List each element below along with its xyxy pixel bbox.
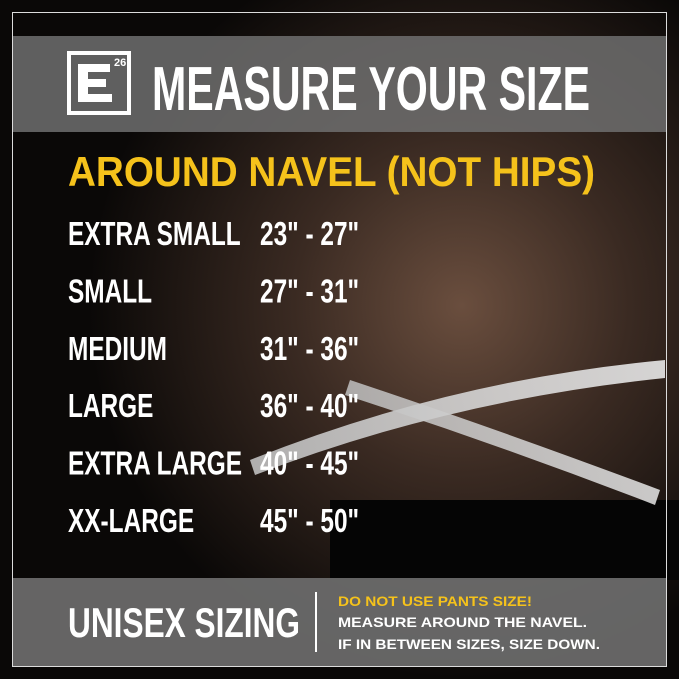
size-name: XX-LARGE (68, 504, 194, 540)
size-row: EXTRA SMALL 23" - 27" (68, 217, 359, 253)
size-row: SMALL 27" - 31" (68, 274, 359, 310)
size-name: LARGE (68, 389, 153, 425)
size-range: 23" - 27" (260, 217, 359, 253)
title: MEASURE YOUR SIZE (152, 55, 590, 124)
logo-number: 26 (114, 57, 126, 69)
logo: 26 (67, 51, 131, 115)
size-row: MEDIUM 31" - 36" (68, 331, 359, 367)
size-table: EXTRA SMALL 23" - 27" SMALL 27" - 31" MEDIUM… (68, 217, 359, 540)
size-row: LARGE 36" - 40" (68, 389, 359, 425)
note: DO NOT USE PANTS SIZE! (338, 593, 532, 609)
size-row: XX-LARGE 45" - 50" (68, 504, 359, 540)
tape-measure (345, 380, 660, 505)
size-range: 27" - 31" (260, 274, 359, 310)
size-row: EXTRA LARGE 40" - 45" (68, 446, 359, 482)
subtitle: AROUND NAVEL (NOT HIPS) (68, 148, 595, 195)
size-range: 40" - 45" (260, 446, 359, 482)
logo-box (67, 51, 131, 115)
footer-band (13, 578, 666, 666)
note: IF IN BETWEEN SIZES, SIZE DOWN. (338, 636, 600, 652)
shorts (330, 500, 679, 580)
logo-e (78, 64, 112, 102)
size-name: SMALL (68, 274, 152, 310)
size-name: MEDIUM (68, 331, 167, 367)
note: MEASURE AROUND THE NAVEL. (338, 614, 587, 630)
size-range: 45" - 50" (260, 504, 359, 540)
size-range: 31" - 36" (260, 331, 359, 367)
footer-label: UNISEX SIZING (68, 599, 300, 646)
tape-measure (250, 360, 665, 475)
size-name: EXTRA SMALL (68, 217, 241, 253)
size-range: 36" - 40" (260, 389, 359, 425)
frame (12, 12, 667, 667)
size-name: EXTRA LARGE (68, 446, 242, 482)
